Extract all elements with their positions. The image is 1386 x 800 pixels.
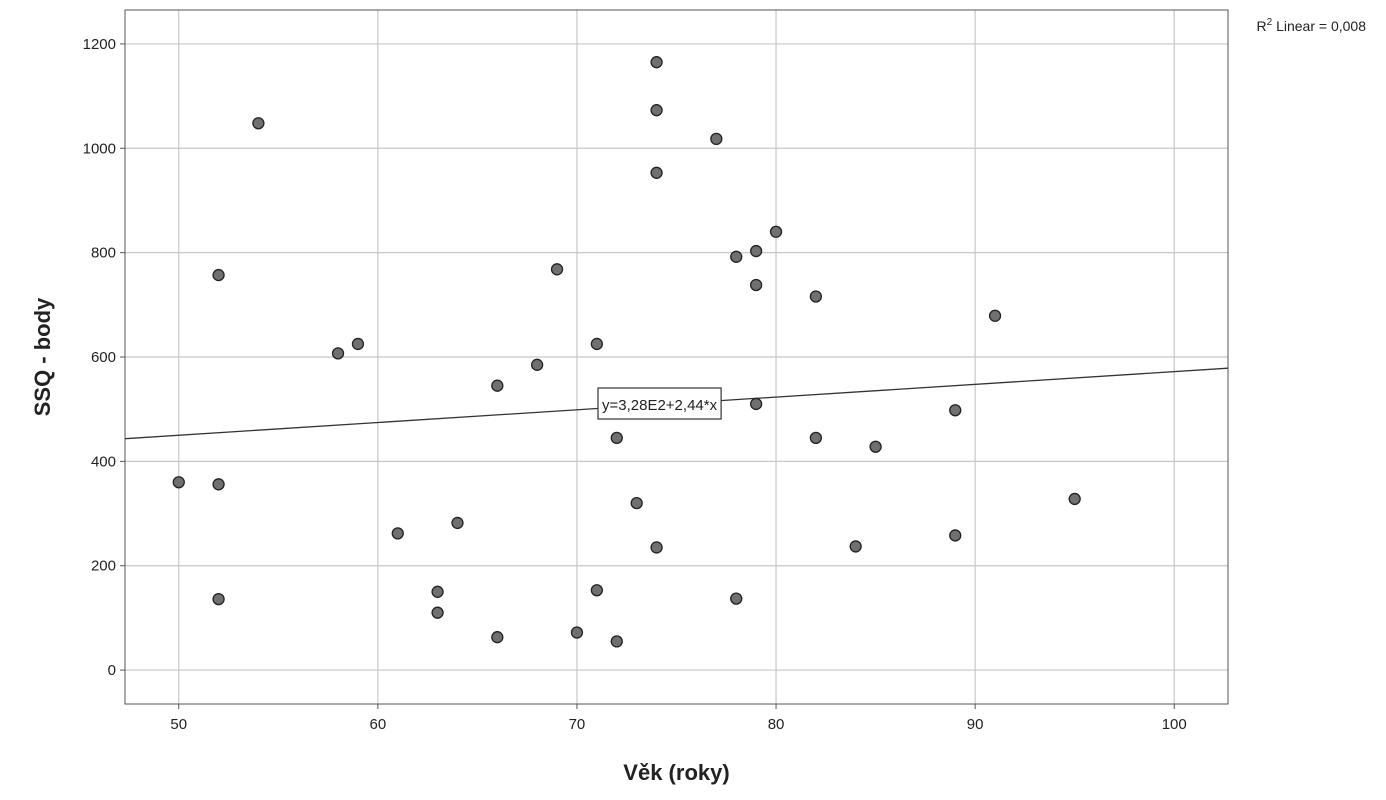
scatter-point	[212, 268, 225, 282]
scatter-point	[988, 309, 1002, 322]
equation-text: y=3,28E2+2,44*x	[602, 397, 718, 414]
scatter-point	[730, 592, 743, 605]
r2-superscript: 2	[1267, 17, 1273, 28]
scatter-point	[491, 379, 504, 392]
x-tick-label: 50	[170, 716, 187, 733]
y-tick-label: 800	[91, 245, 116, 262]
scatter-point	[590, 337, 604, 351]
scatter-point	[172, 476, 185, 489]
scatter-point	[590, 584, 604, 597]
equation-box	[597, 387, 722, 420]
x-tick-label: 70	[569, 716, 586, 733]
scatter-point	[252, 117, 265, 130]
r2-prefix: R	[1257, 18, 1267, 34]
scatter-point	[650, 166, 663, 179]
scatter-point	[949, 404, 962, 417]
scatter-point	[1068, 492, 1081, 506]
scatter-point	[451, 516, 464, 530]
scatter-point	[949, 529, 962, 542]
scatter-point	[431, 606, 444, 619]
grid	[125, 10, 1228, 704]
scatter-point	[749, 278, 763, 292]
scatter-point	[849, 540, 862, 553]
y-tick-label: 1000	[83, 140, 116, 157]
scatter-point	[530, 358, 544, 371]
x-tick-label: 100	[1162, 716, 1187, 733]
y-tick-label: 0	[108, 662, 116, 679]
scatter-point	[630, 496, 643, 510]
scatter-point	[570, 626, 584, 639]
data-points	[172, 56, 1081, 648]
r2-text: Linear = 0,008	[1272, 18, 1366, 34]
scatter-point	[710, 132, 723, 146]
scatter-point	[351, 337, 365, 351]
scatter-point	[650, 56, 663, 69]
scatter-point	[730, 250, 743, 263]
x-tick-label: 60	[370, 716, 387, 733]
y-tick-label: 400	[91, 453, 116, 470]
x-axis-label: Věk (roky)	[623, 760, 729, 785]
x-tick-label: 80	[768, 716, 785, 733]
scatter-point	[610, 635, 623, 648]
scatter-point	[212, 478, 225, 491]
scatter-point	[491, 631, 504, 644]
scatter-point	[391, 527, 404, 540]
scatter-point	[331, 347, 345, 360]
equation-label: y=3,28E2+2,44*x	[597, 387, 722, 420]
scatter-point	[809, 431, 823, 445]
scatter-point	[769, 225, 783, 238]
scatter-point	[431, 585, 444, 598]
y-axis-label: SSQ - body	[30, 297, 55, 416]
scatter-point	[809, 290, 823, 303]
r2-label: R2 Linear = 0,008	[1257, 17, 1367, 34]
scatter-point	[650, 541, 663, 554]
y-tick-label: 1200	[83, 36, 116, 53]
y-tick-label: 200	[91, 558, 116, 575]
scatter-point	[869, 440, 882, 453]
scatter-point	[550, 263, 564, 276]
scatter-point	[749, 244, 763, 258]
scatter-point	[650, 104, 663, 117]
x-tick-label: 90	[967, 716, 984, 733]
scatter-point	[212, 592, 225, 606]
scatter-point	[749, 397, 763, 411]
y-tick-label: 600	[91, 349, 116, 366]
scatter-point	[610, 431, 623, 445]
